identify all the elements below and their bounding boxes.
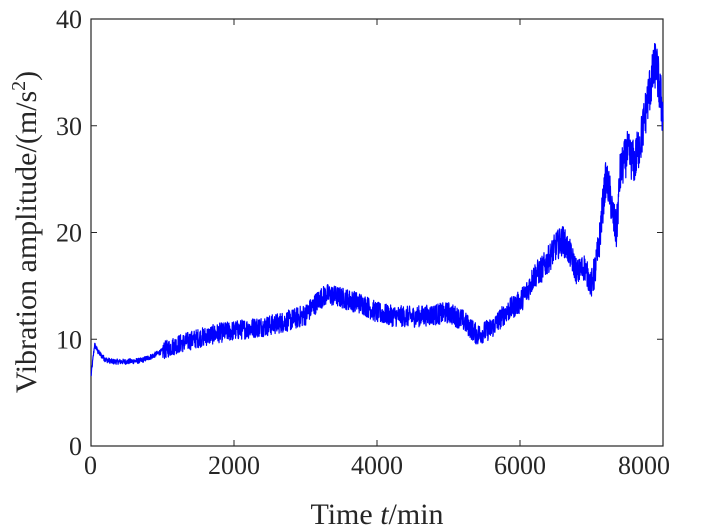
x-tick-label: 8000	[618, 451, 670, 480]
y-tick-label: 10	[56, 325, 82, 354]
x-axis-title: Time t/min	[310, 498, 443, 531]
x-tick-label: 4000	[351, 451, 403, 480]
x-tick-label: 2000	[208, 451, 260, 480]
x-tick-label: 6000	[494, 451, 546, 480]
y-tick-label: 20	[56, 219, 82, 248]
y-tick-label: 40	[56, 5, 82, 34]
plot-area-frame	[90, 18, 664, 447]
x-tick-label: 0	[84, 451, 97, 480]
y-axis-title: Vibration amplitude/(m/s2)	[8, 71, 43, 393]
y-tick-label: 30	[56, 112, 82, 141]
series-line	[90, 42, 664, 377]
y-tick-label: 0	[69, 432, 82, 461]
